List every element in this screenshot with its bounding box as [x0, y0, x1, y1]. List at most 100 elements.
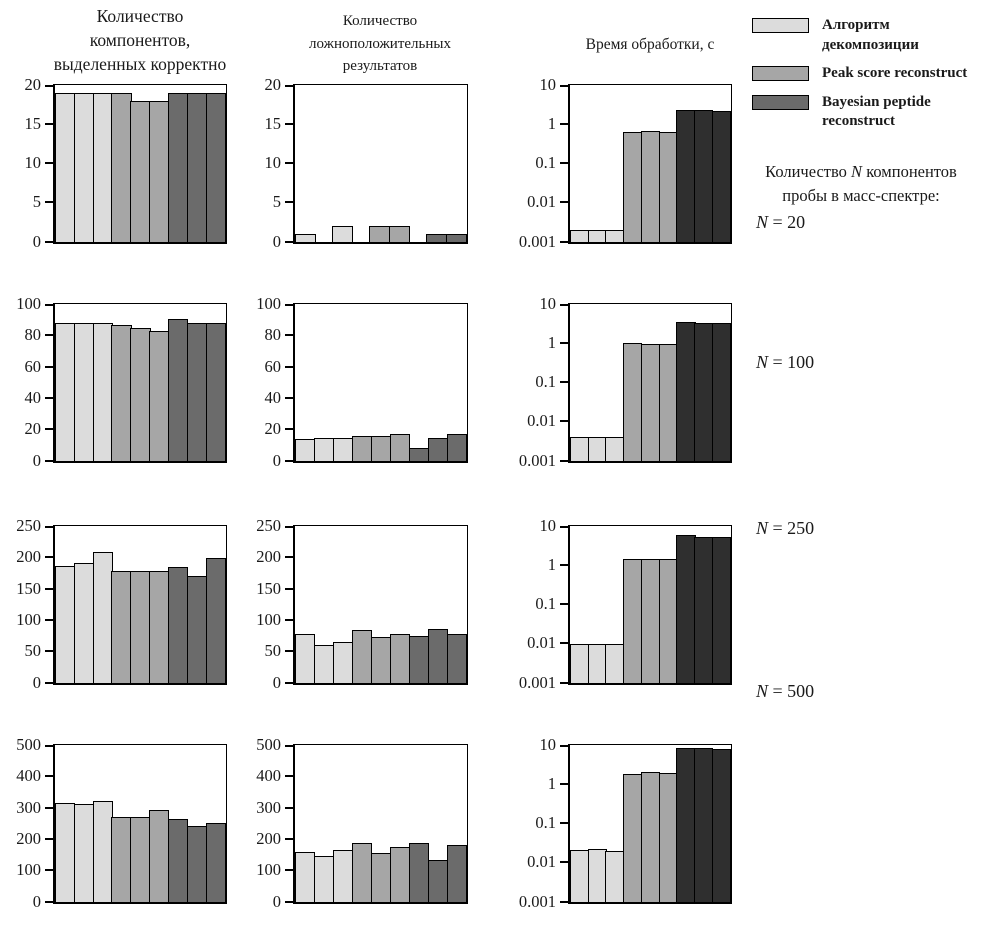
legend: Алгоритм декомпозиции Peak score reconst… — [752, 16, 984, 141]
y-axis-tick-label: 500 — [16, 734, 41, 754]
y-axis-tick-label: 20 — [24, 418, 42, 438]
bar-peak-score-reconstruct — [623, 773, 643, 902]
bar-bayesian-peptide-reconstruct — [186, 323, 208, 461]
bar-peak-score-reconstruct — [658, 343, 678, 461]
bar-bayesian-peptide-reconstruct — [205, 822, 226, 902]
chart-false-positives-n20: 0 5 10 15 20 — [265, 76, 468, 249]
legend-label: Bayesian peptide reconstruct — [822, 93, 931, 130]
bar-алгоритм-декомпозиции — [605, 643, 625, 683]
column-title-false-positives: Количество ложноположительных результато… — [276, 10, 484, 78]
y-axis-tick-label: 0.1 — [535, 372, 556, 391]
chart-correct-components-n500: 0 100 200 300 400 500 — [16, 736, 227, 909]
y-axis-tick — [45, 618, 53, 621]
y-axis-tick — [45, 85, 53, 87]
chart-processing-time-n20: 10 1 0.1 0.01 0.001 — [519, 76, 732, 249]
y-axis-tick — [560, 603, 568, 606]
n-variable: N — [756, 681, 769, 701]
bar-peak-score-reconstruct — [658, 131, 678, 242]
y-axis-tick-label: 0.01 — [527, 411, 556, 431]
y-axis-tick — [560, 342, 568, 345]
y-axis-tick-label: 0.01 — [527, 852, 556, 872]
bar-peak-score-reconstruct — [149, 570, 170, 683]
bar-bayesian-peptide-reconstruct — [446, 845, 467, 902]
bar-bayesian-peptide-reconstruct — [186, 826, 208, 902]
chart-correct-components-n100: 0 20 40 60 80 100 — [16, 295, 227, 468]
y-axis-tick-label: 100 — [16, 609, 41, 629]
bar-bayesian-peptide-reconstruct — [205, 557, 226, 683]
y-axis-tick-label: 400 — [16, 766, 41, 786]
bar-bayesian-peptide-reconstruct — [711, 323, 731, 461]
bar-bayesian-peptide-reconstruct — [205, 93, 226, 242]
bar-алгоритм-декомпозиции — [605, 230, 625, 242]
y-axis-tick — [45, 650, 53, 653]
y-axis-tick-label: 500 — [256, 734, 281, 754]
y-axis-tick — [285, 201, 293, 204]
y-axis-tick-label: 0.1 — [535, 153, 556, 172]
bar-group — [295, 85, 467, 242]
bar-bayesian-peptide-reconstruct — [167, 93, 189, 242]
bar-peak-score-reconstruct — [370, 853, 392, 902]
y-axis-tick — [560, 822, 568, 825]
bar-peak-score-reconstruct — [370, 435, 392, 461]
bar-алгоритм-декомпозиции — [570, 850, 590, 902]
title-line: Время обработки, с — [585, 36, 715, 53]
bar-bayesian-peptide-reconstruct — [167, 567, 189, 683]
y-axis-tick — [560, 381, 568, 384]
bar-алгоритм-декомпозиции — [587, 849, 607, 902]
bar-peak-score-reconstruct — [640, 130, 661, 242]
bar-bayesian-peptide-reconstruct — [186, 93, 208, 242]
bar-peak-score-reconstruct — [640, 559, 661, 683]
bar-bayesian-peptide-reconstruct — [694, 748, 714, 902]
bar-peak-score-reconstruct — [149, 810, 170, 902]
y-axis-tick — [45, 240, 53, 243]
n-variable: N — [756, 352, 769, 372]
bar-peak-score-reconstruct — [389, 846, 411, 902]
bar-bayesian-peptide-reconstruct — [711, 749, 731, 902]
title-line: компонентов, — [89, 30, 191, 51]
n-value: = 100 — [768, 352, 815, 372]
bar-bayesian-peptide-reconstruct — [167, 819, 189, 902]
bar-алгоритм-декомпозиции — [570, 643, 590, 683]
y-axis-tick-label: 80 — [24, 325, 42, 345]
y-axis-tick — [45, 123, 53, 126]
y-axis-tick-label: 0 — [272, 672, 281, 692]
bar-peak-score-reconstruct — [149, 101, 170, 242]
chart-false-positives-n500: 0 100 200 300 400 500 — [256, 736, 468, 909]
bar-peak-score-reconstruct — [351, 435, 373, 461]
title-line: Количество — [96, 6, 184, 26]
bar-peak-score-reconstruct — [369, 226, 391, 242]
y-axis-tick-label: 10 — [264, 153, 282, 172]
bar-group — [55, 85, 226, 242]
bar-bayesian-peptide-reconstruct — [446, 634, 467, 683]
y-axis-tick-label: 20 — [264, 74, 282, 94]
bar-алгоритм-декомпозиции — [73, 93, 95, 242]
bar-алгоритм-декомпозиции — [295, 634, 316, 683]
bar-алгоритм-декомпозиции — [73, 804, 95, 902]
row-label-n20: N = 20 — [756, 212, 805, 233]
y-axis-tick — [45, 428, 53, 431]
y-axis-tick-label: 20 — [24, 74, 42, 94]
y-axis-tick — [285, 775, 293, 778]
row-label-n250: N = 250 — [756, 518, 814, 539]
title-line: результатов — [342, 58, 418, 74]
legend-item-peak-score: Peak score reconstruct — [752, 64, 984, 84]
bar-peak-score-reconstruct — [640, 772, 661, 902]
y-axis-tick — [45, 459, 53, 462]
y-axis-tick-label: 200 — [256, 828, 281, 848]
y-axis-tick-label: 0.001 — [518, 891, 556, 911]
bar-bayesian-peptide-reconstruct — [427, 629, 448, 683]
title-line: Количество — [342, 13, 418, 29]
y-axis-tick-label: 60 — [264, 356, 282, 376]
bar-peak-score-reconstruct — [111, 93, 132, 242]
bar-group — [570, 304, 731, 461]
y-axis-tick-label: 400 — [256, 766, 281, 786]
chart-processing-time-n100: 10 1 0.1 0.01 0.001 — [519, 295, 732, 468]
y-axis-tick — [285, 681, 293, 684]
bar-алгоритм-декомпозиции — [295, 851, 316, 902]
y-axis-tick-label: 40 — [24, 387, 42, 407]
y-axis-tick — [45, 556, 53, 559]
y-axis-tick — [285, 650, 293, 653]
y-axis-tick — [560, 526, 568, 528]
bar-bayesian-peptide-reconstruct — [408, 448, 430, 461]
bar-bayesian-peptide-reconstruct — [186, 575, 208, 683]
